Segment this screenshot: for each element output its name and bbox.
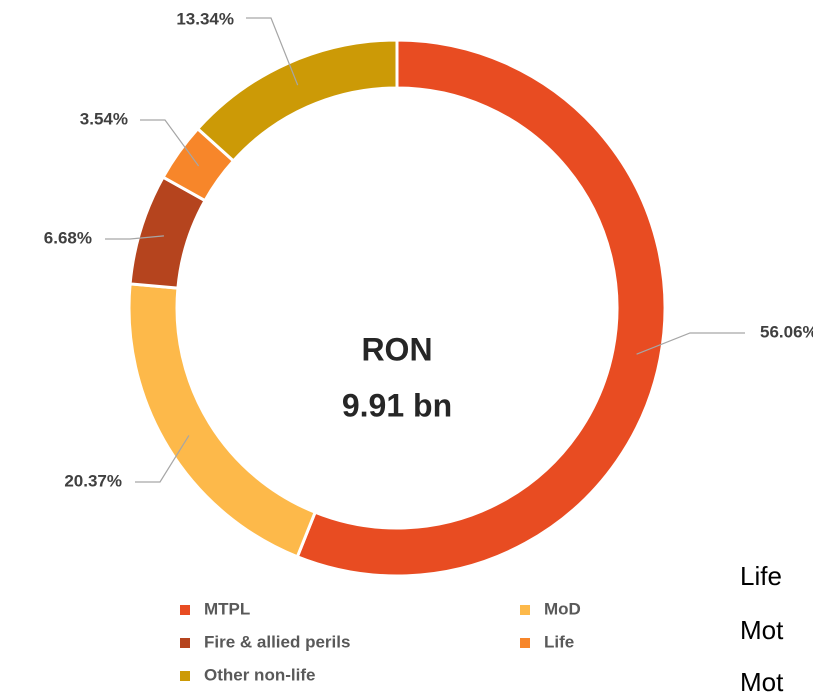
- leader-line: [140, 119, 200, 167]
- side-text: Mot: [740, 615, 784, 645]
- leader-line: [246, 17, 299, 86]
- donut-segment: [295, 38, 667, 578]
- legend-label: Fire & allied perils: [204, 632, 350, 651]
- legend-swatch: [520, 638, 530, 648]
- legend-swatch: [180, 671, 190, 681]
- center-label: 9.91 bn: [342, 387, 452, 423]
- leader-line: [105, 235, 164, 240]
- legend-swatch: [180, 638, 190, 648]
- legend-label: Life: [544, 632, 574, 651]
- legend-label: MTPL: [204, 599, 250, 618]
- legend-swatch: [520, 605, 530, 615]
- legend-label: Other non-life: [204, 665, 315, 684]
- side-text: Life: [740, 561, 782, 591]
- data-label: 6.68%: [44, 228, 92, 247]
- leader-line: [135, 435, 190, 483]
- side-text: Mot: [740, 667, 784, 692]
- donut-segment: [127, 282, 318, 559]
- data-label: 13.34%: [176, 9, 234, 28]
- legend-label: MoD: [544, 599, 581, 618]
- data-label: 3.54%: [80, 109, 128, 128]
- legend-swatch: [180, 605, 190, 615]
- donut-segment: [195, 38, 399, 163]
- data-label: 56.06%: [760, 322, 813, 341]
- center-label: RON: [361, 331, 432, 367]
- leader-line: [636, 332, 745, 355]
- data-label: 20.37%: [64, 471, 122, 490]
